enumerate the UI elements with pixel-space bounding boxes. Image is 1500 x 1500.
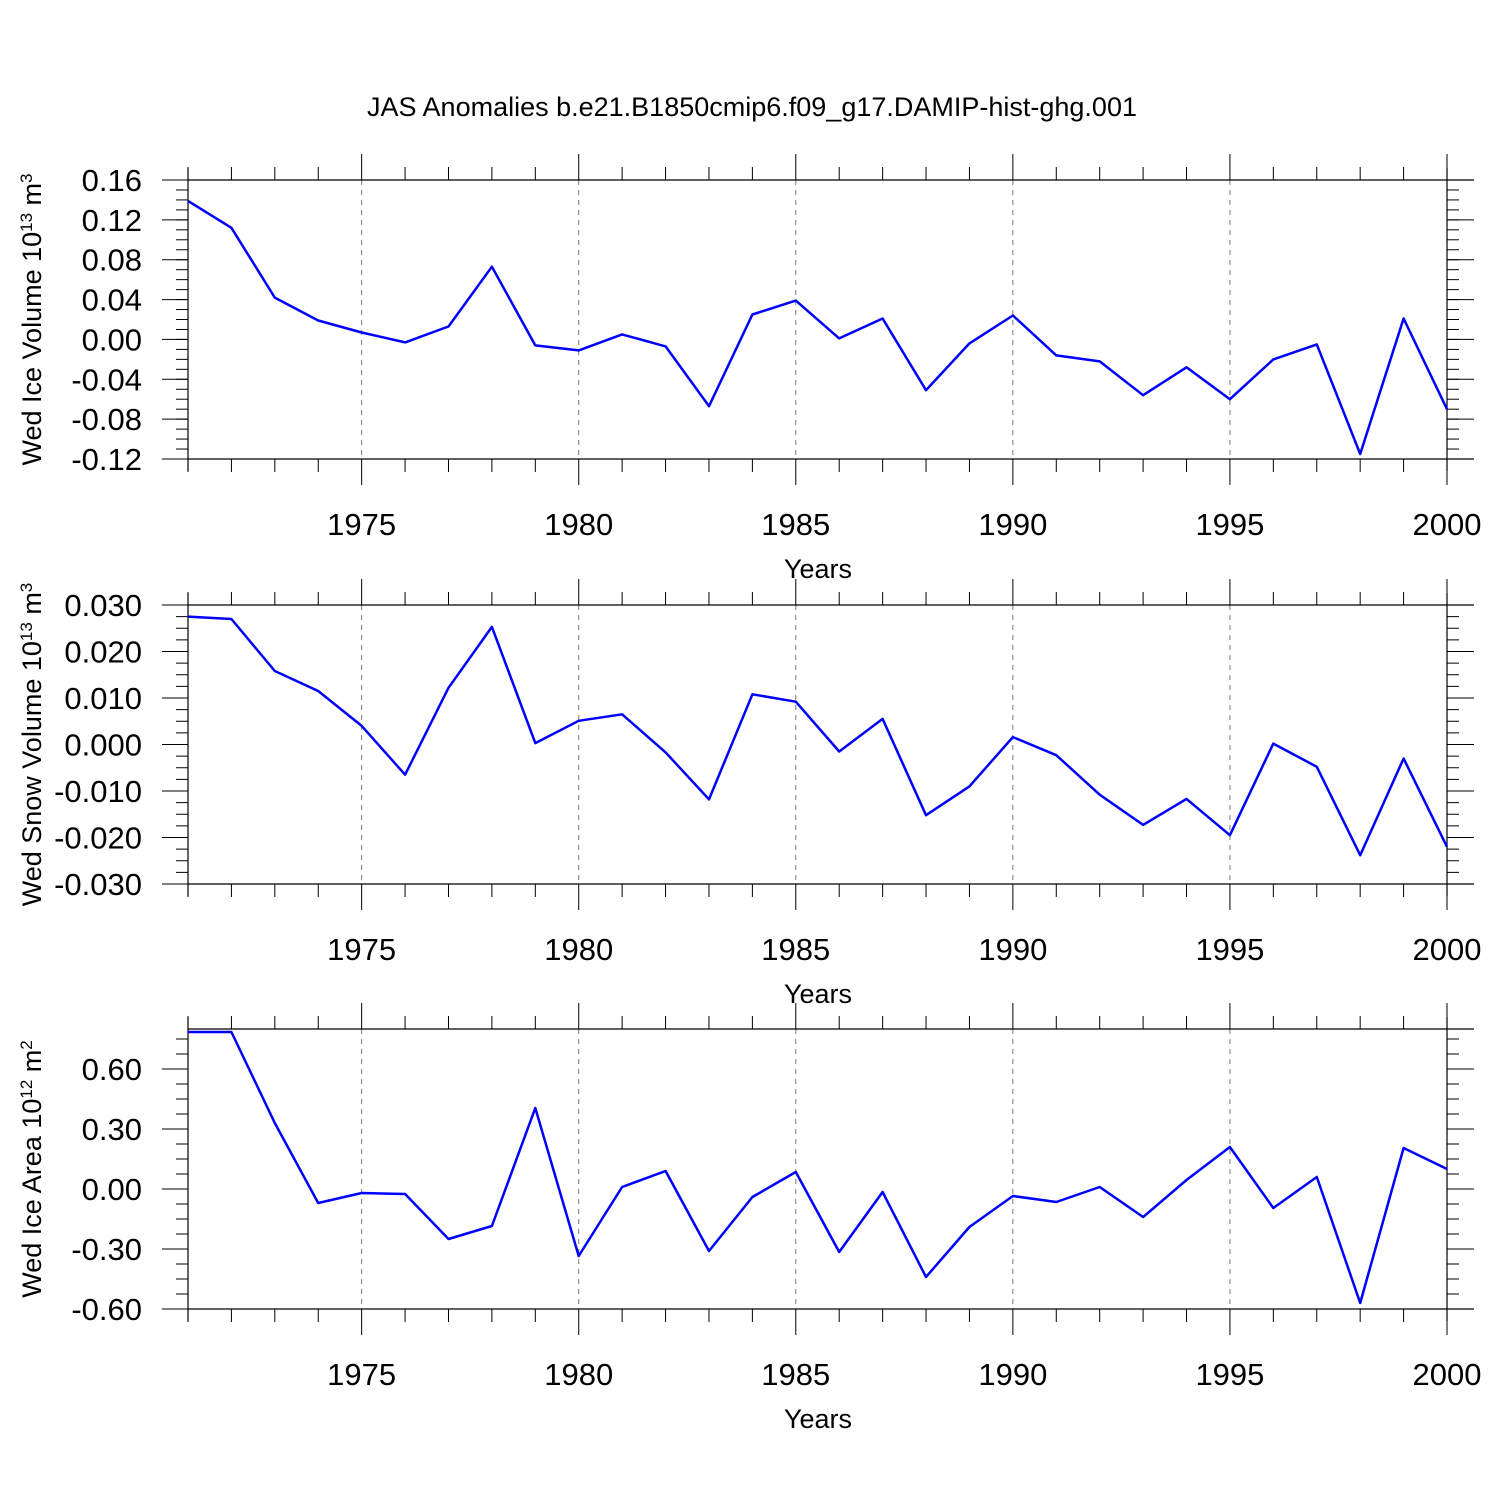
x-tick-label: 2000 [1413, 507, 1482, 542]
x-tick-label: 1985 [761, 507, 830, 542]
y-tick-label: 0.04 [82, 283, 142, 318]
x-tick-label: 1990 [978, 1357, 1047, 1392]
y-tick-label: -0.08 [71, 402, 142, 437]
x-tick-label: 1985 [761, 1357, 830, 1392]
x-tick-label: 1975 [327, 1357, 396, 1392]
y-tick-label: 0.60 [82, 1052, 142, 1087]
y-tick-label: -0.30 [71, 1232, 142, 1267]
y-tick-label: 0.010 [64, 681, 142, 716]
x-axis-label: Years [784, 554, 852, 584]
x-tick-label: 1980 [544, 1357, 613, 1392]
y-tick-label: -0.12 [71, 442, 142, 477]
y-tick-label: -0.020 [54, 821, 142, 856]
x-tick-label: 1995 [1195, 1357, 1264, 1392]
y-tick-label: -0.030 [54, 867, 142, 902]
x-tick-label: 1985 [761, 932, 830, 967]
y-axis-label: Wed Ice Volume 1013 m3 [17, 173, 48, 465]
y-tick-label: 0.00 [82, 322, 142, 357]
y-tick-label: 0.30 [82, 1112, 142, 1147]
y-tick-label: 0.000 [64, 728, 142, 763]
series-line [187, 199, 1449, 456]
y-tick-label: 0.16 [82, 163, 142, 198]
y-tick-label: -0.010 [54, 774, 142, 809]
panel-2: 1975 1980 1985 1990 1995 2000 -0.030 -0.020 -0.0… [17, 579, 1482, 1009]
panel-3: 1975 1980 1985 1990 1995 2000 -0.60 -0.30 0.00 0.… [17, 1003, 1482, 1434]
x-tick-label: 1995 [1195, 507, 1264, 542]
x-tick-label: 1975 [327, 932, 396, 967]
x-tick-label: 2000 [1413, 932, 1482, 967]
x-axis-label: Years [784, 979, 852, 1009]
y-tick-label: 0.08 [82, 243, 142, 278]
y-axis-label: Wed Ice Area 1012 m2 [17, 1040, 48, 1298]
x-tick-label: 2000 [1413, 1357, 1482, 1392]
panel-1: 1975 1980 1985 1990 1995 2000 -0.12 -0.08 -0.04 0… [17, 154, 1482, 584]
y-tick-label: -0.60 [71, 1292, 142, 1327]
x-tick-label: 1975 [327, 507, 396, 542]
y-tick-label: 0.00 [82, 1172, 142, 1207]
y-tick-label: 0.12 [82, 203, 142, 238]
series-line [187, 615, 1449, 857]
x-axis-label: Years [784, 1404, 852, 1434]
y-tick-label: 0.020 [64, 635, 142, 670]
y-tick-label: -0.04 [71, 362, 142, 397]
x-tick-label: 1990 [978, 507, 1047, 542]
chart-title: JAS Anomalies b.e21.B1850cmip6.f09_g17.D… [367, 92, 1137, 122]
panels: 1975 1980 1985 1990 1995 2000 -0.12 -0.08 -0.04 0… [17, 154, 1482, 1434]
y-axis-label: Wed Snow Volume 1013 m3 [17, 583, 48, 907]
y-tick-label: 0.030 [64, 588, 142, 623]
x-tick-label: 1990 [978, 932, 1047, 967]
x-tick-label: 1980 [544, 507, 613, 542]
x-tick-label: 1980 [544, 932, 613, 967]
x-tick-label: 1995 [1195, 932, 1264, 967]
series-line [188, 1030, 1448, 1305]
